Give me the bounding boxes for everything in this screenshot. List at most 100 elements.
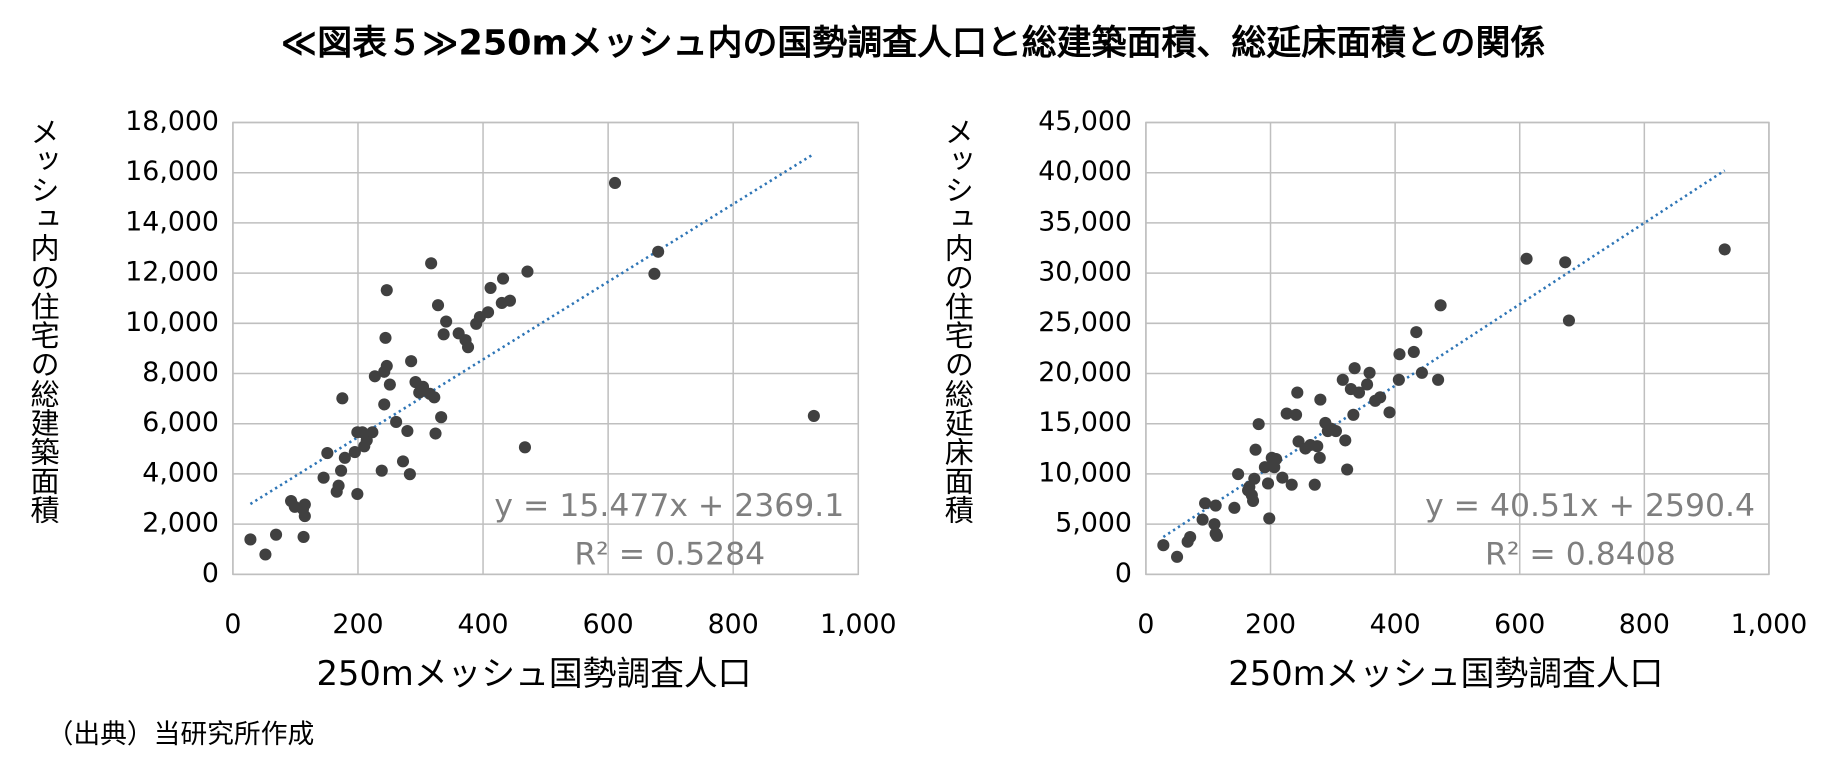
- y-tick-label: 8,000: [142, 357, 219, 388]
- data-point: [1434, 299, 1447, 312]
- y-tick-label: 45,000: [1038, 106, 1132, 137]
- r-squared: R² = 0.5284: [574, 537, 765, 573]
- data-point: [1718, 243, 1731, 256]
- data-point: [403, 468, 416, 481]
- data-point: [379, 331, 392, 344]
- data-point: [1562, 314, 1576, 327]
- data-point: [431, 299, 445, 312]
- data-point: [338, 451, 351, 464]
- data-point: [1313, 451, 1326, 464]
- data-point: [375, 464, 388, 477]
- x-tick-label: 400: [1370, 609, 1421, 640]
- data-point: [1415, 366, 1428, 379]
- data-point: [366, 426, 379, 439]
- data-point: [259, 548, 272, 561]
- data-point: [1432, 373, 1445, 386]
- y-tick-label: 35,000: [1038, 206, 1132, 237]
- y-axis-title: メッシュ内の住宅の総延床面積: [940, 117, 974, 525]
- data-point: [321, 447, 334, 460]
- x-axis-title: 250mメッシュ国勢調査人口: [1228, 654, 1663, 693]
- source-note: （出典）当研究所作成: [47, 719, 315, 750]
- data-point: [1407, 345, 1420, 358]
- data-point: [380, 359, 393, 373]
- y-axis-title: メッシュ内の住宅の総建築面積: [26, 117, 60, 525]
- y-tick-label: 12,000: [125, 257, 219, 288]
- x-tick-label: 800: [708, 609, 759, 640]
- data-point: [428, 391, 441, 404]
- data-point: [652, 245, 665, 258]
- x-tick-label: 200: [1245, 609, 1296, 640]
- data-point: [298, 510, 311, 523]
- plot-border: [1145, 121, 1770, 576]
- data-point: [1520, 252, 1533, 265]
- x-tick-label: 600: [1494, 609, 1545, 640]
- data-point: [390, 415, 403, 429]
- data-point: [1248, 472, 1261, 485]
- data-point: [1329, 424, 1342, 438]
- data-point: [368, 370, 381, 383]
- data-point: [348, 446, 361, 459]
- data-point: [401, 424, 414, 438]
- data-point: [1410, 326, 1423, 339]
- x-tick-label: 800: [1619, 609, 1670, 640]
- data-point: [396, 455, 410, 468]
- data-point: [298, 498, 311, 511]
- y-tick-label: 40,000: [1038, 156, 1132, 187]
- data-point: [380, 284, 393, 297]
- data-point: [1232, 468, 1245, 481]
- plot-border: [232, 121, 860, 576]
- y-tick-label: 0: [1115, 558, 1132, 589]
- data-point: [1311, 440, 1324, 453]
- data-point: [1393, 348, 1406, 361]
- data-point: [1210, 529, 1223, 542]
- data-point: [503, 294, 516, 307]
- data-point: [1270, 453, 1283, 466]
- trendline-equation: y = 15.477x + 2369.1: [494, 488, 844, 524]
- data-point: [1314, 393, 1327, 406]
- data-point: [317, 471, 330, 484]
- data-point: [1363, 366, 1376, 379]
- data-point: [1374, 391, 1387, 404]
- data-point: [1209, 499, 1222, 512]
- data-point: [1341, 463, 1354, 476]
- data-point: [440, 315, 453, 328]
- data-point: [521, 265, 534, 278]
- data-point: [807, 409, 820, 422]
- y-tick-label: 16,000: [125, 156, 219, 187]
- data-point: [518, 441, 532, 454]
- data-point: [1383, 406, 1396, 419]
- data-point: [1157, 539, 1170, 552]
- x-tick-label: 0: [1137, 609, 1154, 640]
- data-point: [378, 398, 391, 411]
- data-point: [351, 487, 364, 501]
- data-point: [1392, 373, 1405, 386]
- data-point: [1184, 531, 1197, 544]
- x-axis-title: 250mメッシュ国勢調査人口: [316, 654, 751, 693]
- data-point: [405, 355, 418, 368]
- y-tick-label: 10,000: [125, 307, 219, 338]
- data-point: [484, 281, 497, 294]
- data-point: [1263, 512, 1276, 525]
- y-tick-label: 18,000: [125, 106, 219, 137]
- y-tick-label: 0: [202, 558, 219, 589]
- data-point: [461, 341, 475, 354]
- data-point: [1336, 373, 1349, 386]
- y-tick-label: 25,000: [1038, 307, 1132, 338]
- data-point: [383, 378, 396, 391]
- data-point: [481, 306, 495, 319]
- data-point: [429, 427, 442, 440]
- y-tick-label: 14,000: [125, 206, 219, 237]
- data-point: [425, 257, 438, 270]
- data-point: [1261, 477, 1275, 490]
- y-tick-label: 4,000: [142, 457, 219, 488]
- data-point: [648, 267, 661, 280]
- data-point: [1276, 471, 1289, 484]
- x-tick-label: 600: [583, 609, 634, 640]
- y-tick-label: 5,000: [1055, 508, 1132, 539]
- data-point: [1291, 386, 1304, 399]
- figure-title: ≪図表５≫250mメッシュ内の国勢調査人口と総建築面積、総延床面積との関係: [281, 23, 1546, 63]
- data-point: [608, 176, 622, 190]
- trendline: [249, 152, 815, 506]
